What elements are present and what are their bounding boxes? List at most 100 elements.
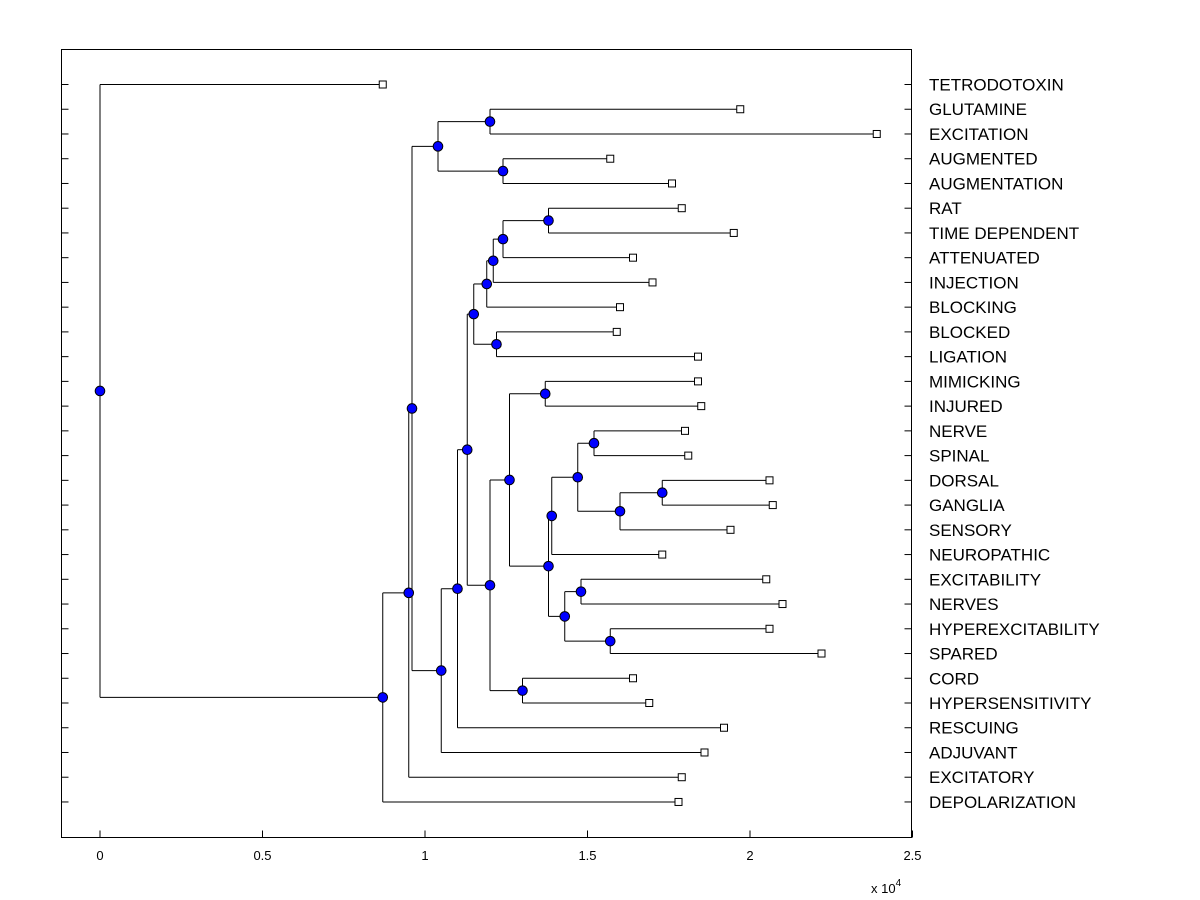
x-tick-label: 2	[746, 848, 753, 863]
merge-node-m15	[546, 510, 558, 522]
leaf-marker-depolarization	[674, 797, 683, 806]
leaf-labels: TETRODOTOXIN GLUTAMINE EXCITATION AUGMENTED…	[929, 76, 1100, 812]
leaf-label-excitation: EXCITATION	[929, 125, 1029, 144]
x-axis: 0 0.5 1 1.5 2 2.5	[96, 830, 922, 863]
leaf-label-injection: INJECTION	[929, 273, 1019, 292]
merge-node-m6	[487, 255, 499, 267]
merge-nodes	[94, 116, 668, 703]
x-tick-label: 0	[96, 848, 103, 863]
leaf-label-hypersensitivity: HYPERSENSITIVITY	[929, 694, 1091, 713]
x-tick-label: 0.5	[253, 848, 271, 863]
merge-node-m16	[575, 586, 587, 597]
leaf-label-attenuated: ATTENUATED	[929, 249, 1040, 268]
merge-node-m17	[604, 635, 616, 647]
merge-node-m3	[432, 141, 444, 152]
leaf-label-nerve: NERVE	[929, 422, 987, 441]
leaf-label-nerves: NERVES	[929, 595, 999, 614]
x-scale-exponent: 4	[896, 878, 902, 889]
merge-node-m7	[481, 278, 493, 290]
merge-node-m28	[377, 692, 389, 703]
merge-node-m4	[543, 215, 554, 226]
merge-node-m22	[484, 579, 496, 591]
x-tick-label: 1	[421, 848, 428, 863]
leaf-marker-sensory	[726, 525, 735, 534]
merge-node-m1	[484, 116, 496, 127]
leaf-marker-nerve	[681, 426, 689, 435]
merge-node-m9	[468, 308, 480, 320]
leaf-marker-time-dependent	[729, 228, 738, 237]
merge-node-m8	[491, 338, 502, 350]
leaf-label-sensory: SENSORY	[929, 521, 1012, 540]
leaf-label-dorsal: DORSAL	[929, 471, 999, 490]
merge-node-m26	[406, 403, 418, 414]
leaf-label-hyperexcitability: HYPEREXCITABILITY	[929, 620, 1100, 639]
leaf-marker-ligation	[694, 352, 702, 361]
leaf-marker-glutamine	[736, 105, 745, 114]
leaf-marker-injection	[648, 278, 657, 287]
leaf-marker-spared	[817, 649, 826, 658]
leaf-marker-tetrodotoxin	[378, 80, 387, 89]
leaf-label-cord: CORD	[929, 669, 979, 688]
leaf-label-time-dependent: TIME DEPENDENT	[929, 224, 1079, 243]
dendrogram-edges	[99, 84, 877, 803]
leaf-label-tetrodotoxin: TETRODOTOXIN	[929, 76, 1064, 95]
plot-frame	[61, 49, 912, 838]
leaf-label-spared: SPARED	[929, 645, 998, 664]
leaf-label-excitatory: EXCITATORY	[929, 768, 1035, 787]
leaf-marker-hyperexcitability	[765, 624, 774, 633]
merge-node-m12	[656, 487, 668, 499]
leaf-marker-rat	[677, 204, 686, 213]
leaf-marker-rescuing	[720, 723, 728, 732]
leaf-marker-attenuated	[629, 253, 637, 262]
x-tick-label: 2.5	[903, 848, 921, 863]
leaf-marker-blocking	[616, 303, 624, 312]
merge-node-m29	[94, 385, 106, 397]
leaf-label-mimicking: MIMICKING	[929, 372, 1021, 391]
leaf-marker-cord	[629, 674, 637, 683]
merge-node-m24	[452, 583, 463, 595]
leaf-label-ligation: LIGATION	[929, 348, 1007, 367]
leaf-markers	[378, 80, 881, 806]
merge-node-m5	[497, 233, 509, 245]
leaf-label-rescuing: RESCUING	[929, 719, 1019, 738]
leaf-marker-excitatory	[677, 773, 686, 782]
merge-node-m14	[572, 471, 584, 483]
leaf-marker-blocked	[612, 327, 621, 336]
merge-node-m10	[539, 388, 551, 400]
merge-node-m27	[403, 587, 415, 599]
merge-node-m21	[517, 685, 528, 696]
leaf-label-rat: RAT	[929, 199, 962, 218]
merge-node-m2	[497, 165, 509, 177]
merge-node-m25	[435, 665, 447, 676]
merge-node-m20	[504, 474, 515, 486]
leaf-label-excitability: EXCITABILITY	[929, 570, 1041, 589]
leaf-label-adjuvant: ADJUVANT	[929, 743, 1017, 762]
leaf-label-injured: INJURED	[929, 397, 1003, 416]
leaf-marker-augmentation	[668, 179, 676, 188]
leaf-label-spinal: SPINAL	[929, 447, 989, 466]
leaf-marker-hypersensitivity	[645, 699, 654, 707]
merge-node-m18	[559, 611, 571, 622]
merge-node-m11	[588, 437, 600, 449]
leaf-marker-excitability	[762, 575, 771, 584]
leaf-marker-ganglia	[768, 501, 777, 510]
leaf-marker-injured	[697, 402, 706, 411]
merge-node-m13	[614, 505, 626, 517]
leaf-label-glutamine: GLUTAMINE	[929, 100, 1027, 119]
merge-node-m19	[543, 560, 554, 572]
leaf-label-blocking: BLOCKING	[929, 298, 1017, 317]
x-scale-multiplier: x 104	[871, 878, 902, 896]
leaf-marker-mimicking	[694, 377, 702, 386]
leaf-marker-dorsal	[765, 476, 774, 485]
x-tick-label: 1.5	[578, 848, 596, 863]
leaf-marker-excitation	[872, 129, 881, 138]
leaf-label-ganglia: GANGLIA	[929, 496, 1005, 515]
leaf-marker-neuropathic	[658, 550, 667, 559]
leaf-marker-spinal	[684, 451, 693, 460]
leaf-label-blocked: BLOCKED	[929, 323, 1010, 342]
leaf-label-augmented: AUGMENTED	[929, 150, 1038, 169]
leaf-label-depolarization: DEPOLARIZATION	[929, 793, 1076, 812]
merge-node-m23	[461, 444, 473, 456]
y-ticks	[61, 84, 912, 803]
